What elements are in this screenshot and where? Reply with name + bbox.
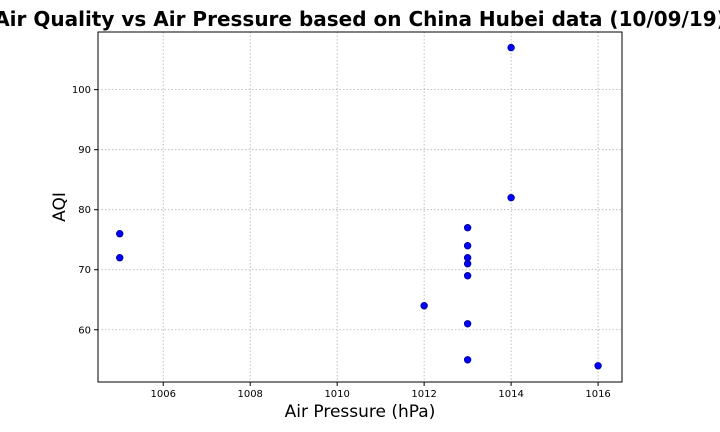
x-tick-label: 1016 — [585, 389, 610, 400]
axis-ticks: 1006 1008 1010 1012 1014 1016 60 70 80 90 100 — [72, 85, 611, 400]
y-tick-label: 70 — [78, 265, 91, 276]
chart-title: Air Quality vs Air Pressure based on Chi… — [0, 7, 720, 31]
x-tick-label: 1012 — [411, 389, 436, 400]
data-point — [463, 242, 472, 250]
data-point — [116, 254, 124, 262]
y-tick-label: 100 — [72, 85, 91, 96]
data-point — [463, 320, 472, 328]
x-tick-label: 1014 — [498, 389, 523, 400]
data-point — [507, 43, 515, 52]
data-point — [420, 302, 428, 310]
x-tick-label: 1010 — [324, 389, 349, 400]
data-point — [463, 272, 472, 280]
x-tick-label: 1006 — [151, 389, 176, 400]
data-point — [463, 224, 472, 232]
plot-frame — [97, 31, 623, 383]
grid-lines — [98, 32, 622, 382]
data-point — [594, 362, 602, 370]
data-point — [116, 230, 124, 238]
data-point — [507, 193, 515, 202]
data-point — [463, 260, 472, 268]
y-tick-label: 90 — [78, 145, 91, 156]
y-tick-label: 60 — [78, 325, 91, 336]
x-axis-label: Air Pressure (hPa) — [285, 402, 436, 422]
data-points — [116, 43, 602, 370]
y-tick-label: 80 — [78, 205, 91, 216]
x-tick-label: 1008 — [237, 389, 262, 400]
y-axis-label: AQI — [50, 192, 70, 222]
data-point — [463, 356, 472, 364]
